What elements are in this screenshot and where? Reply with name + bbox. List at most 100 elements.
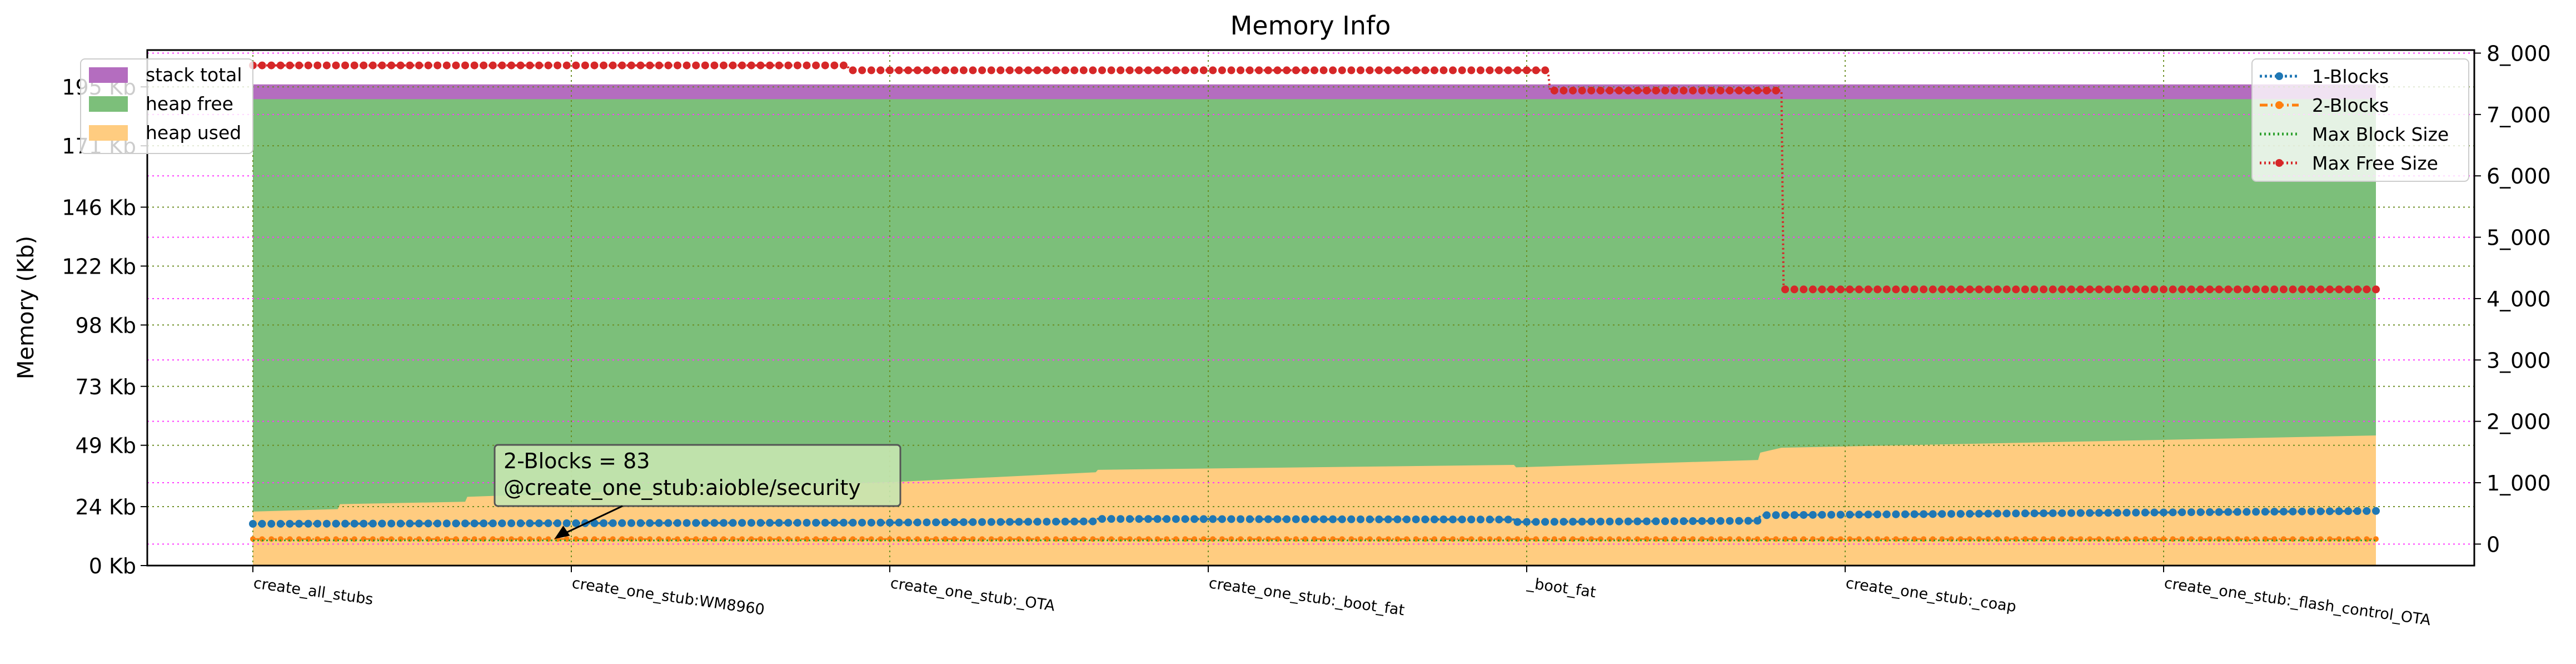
series-point-1-blocks [1319,515,1328,523]
series-point-1-blocks [775,519,783,527]
series-point-2-blocks [388,536,395,542]
y2-tick-label: 4_000 [2487,287,2551,311]
series-point-max-free-size [2169,285,2177,294]
y-tick-label: 98 Kb [76,313,136,338]
series-point-1-blocks [2344,507,2353,516]
series-point-1-blocks [1079,517,1088,526]
series-point-max-free-size [1559,86,1568,95]
series-point-1-blocks [2224,508,2233,516]
series-point-max-free-size [646,61,654,70]
series-point-max-free-size [1052,66,1060,75]
series-point-max-free-size [535,61,543,70]
series-point-max-free-size [1237,66,1245,75]
legend-label: Max Block Size [2312,123,2449,145]
series-point-max-free-size [1153,66,1162,75]
series-point-max-free-size [452,61,460,70]
series-point-1-blocks [516,519,525,528]
series-point-1-blocks [2086,509,2094,517]
series-point-max-free-size [2021,285,2029,294]
series-point-max-free-size [950,66,959,75]
series-point-max-free-size [2086,285,2094,294]
y2-tick-label: 7_000 [2487,103,2551,127]
legend-label: heap used [146,122,241,143]
legend-label: Max Free Size [2312,152,2438,174]
series-point-1-blocks [1864,511,1872,519]
series-point-1-blocks [2270,508,2279,516]
series-point-max-free-size [1956,285,1965,294]
y-axis-label: Memory (Kb) [13,236,39,379]
series-point-1-blocks [2243,508,2251,516]
series-point-1-blocks [701,519,709,527]
series-point-1-blocks [1947,510,1955,518]
series-point-1-blocks [1098,515,1106,523]
series-point-max-free-size [1079,66,1088,75]
left-legend: stack total heap free heap used [80,58,253,154]
series-point-max-free-size [1513,66,1522,75]
x-tick-label: create_one_stub:_OTA [889,574,1057,615]
series-point-max-free-size [1523,66,1531,75]
series-point-1-blocks [1061,517,1069,526]
series-point-max-free-size [1753,86,1762,95]
series-point-2-blocks [628,536,634,542]
series-point-1-blocks [2122,508,2131,517]
series-point-max-free-size [378,61,386,70]
series-point-1-blocks [554,519,562,527]
series-point-max-free-size [1707,86,1716,95]
series-point-max-free-size [2002,285,2011,294]
series-point-max-free-size [1615,86,1623,95]
series-point-1-blocks [1901,510,1909,518]
series-point-max-free-size [415,61,423,70]
series-point-2-blocks [490,536,496,542]
series-point-max-free-size [996,66,1005,75]
y2-tick-label: 1_000 [2487,471,2551,495]
series-point-max-free-size [526,61,534,70]
series-point-1-blocks [674,519,681,527]
series-point-1-blocks [1735,517,1743,525]
series-point-max-free-size [1439,66,1448,75]
series-point-1-blocks [803,519,811,527]
series-point-1-blocks [1301,515,1309,523]
series-point-1-blocks [1855,511,1863,519]
series-point-max-free-size [1818,285,1826,294]
series-point-2-blocks [1219,536,1225,542]
series-point-max-free-size [2095,285,2103,294]
series-point-max-free-size [2307,285,2315,294]
series-point-max-free-size [507,61,516,70]
series-point-1-blocks [1292,515,1300,523]
series-point-max-free-size [1467,66,1476,75]
series-point-max-free-size [618,61,626,70]
series-point-1-blocks [1762,511,1771,519]
series-point-2-blocks [1579,536,1585,542]
series-point-1-blocks [2067,509,2075,517]
series-point-1-blocks [249,519,257,528]
series-point-1-blocks [442,519,451,528]
series-point-2-blocks [2308,536,2314,542]
series-point-1-blocks [1218,515,1226,523]
series-point-2-blocks [397,536,403,542]
series-point-2-blocks [1007,536,1013,542]
series-point-1-blocks [1043,518,1051,526]
right-legend: 1-Blocks 2-Blocks Max Block Size Max Free S… [2251,58,2469,182]
series-point-1-blocks [646,519,654,527]
legend-swatch [89,125,128,141]
series-point-1-blocks [959,518,968,526]
series-point-2-blocks [268,536,275,542]
series-point-1-blocks [950,518,959,527]
series-point-1-blocks [1107,515,1115,523]
series-point-max-free-size [461,61,469,70]
series-point-1-blocks [839,518,848,527]
series-point-max-free-size [2270,285,2279,294]
series-point-max-free-size [1273,66,1282,75]
series-point-max-free-size [600,61,608,70]
series-point-1-blocks [1984,509,1992,518]
series-point-1-blocks [682,519,691,527]
series-point-max-free-size [1633,86,1642,95]
series-point-1-blocks [1357,515,1365,523]
series-point-max-free-size [2067,285,2075,294]
series-point-max-free-size [341,61,350,70]
series-point-max-free-size [1227,66,1235,75]
legend-label: 2-Blocks [2312,95,2389,116]
series-point-2-blocks [647,536,653,542]
series-point-max-free-size [2316,285,2325,294]
series-point-1-blocks [2021,509,2029,518]
